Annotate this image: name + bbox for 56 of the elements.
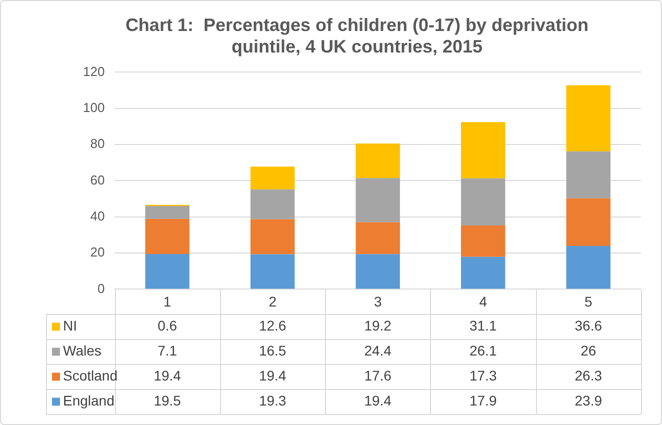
data-label: 19.2 <box>364 318 392 334</box>
y-tick-label: 100 <box>82 100 105 115</box>
bar <box>356 222 400 254</box>
data-label: 36.6 <box>574 318 602 334</box>
data-label: 17.6 <box>364 368 392 384</box>
x-tick-label: 5 <box>584 293 592 310</box>
data-label: 19.4 <box>258 368 286 384</box>
bar <box>566 198 610 246</box>
data-label: 31.1 <box>469 318 497 334</box>
bar <box>461 122 506 178</box>
y-tick-label: 120 <box>82 64 105 79</box>
bar <box>356 254 400 289</box>
x-tick-label: 3 <box>374 293 382 310</box>
bar <box>145 218 190 254</box>
bar <box>461 178 506 226</box>
data-label: 16.5 <box>258 342 286 359</box>
data-label: 19.4 <box>364 392 392 409</box>
legend-label: NI <box>63 318 77 334</box>
bar <box>250 189 295 220</box>
x-tick-label: 2 <box>268 293 277 310</box>
data-label: 19.5 <box>154 392 182 409</box>
data-label: 17.3 <box>469 368 497 384</box>
legend-label: England <box>63 392 114 409</box>
bar <box>145 254 190 289</box>
x-tick-label: 4 <box>479 293 488 310</box>
data-label: 12.6 <box>258 318 286 334</box>
y-tick-label: 80 <box>90 136 105 152</box>
data-label: 19.3 <box>258 392 286 409</box>
y-tick-label: 60 <box>90 172 105 188</box>
bar <box>145 206 190 219</box>
data-label: 19.4 <box>154 368 182 384</box>
bar <box>461 226 506 257</box>
data-label: 17.9 <box>469 392 497 409</box>
bar <box>250 166 295 190</box>
chart-title: Chart 1: Percentages of children (0-17) by deprivation quintile, 4 UK countries, 2015 <box>125 14 589 56</box>
data-label: 0.6 <box>158 318 178 334</box>
x-tick-label: 1 <box>163 293 172 310</box>
bar <box>250 219 295 254</box>
data-label: 26.3 <box>574 368 602 384</box>
data-label: 26.1 <box>469 342 497 359</box>
bar <box>566 85 610 152</box>
bar <box>356 143 400 178</box>
data-label: 7.1 <box>158 342 178 359</box>
bar <box>356 178 400 222</box>
data-label: 24.4 <box>364 342 392 359</box>
y-tick-label: 20 <box>90 244 105 260</box>
legend-label: Scotland <box>63 368 118 384</box>
data-label: 26 <box>580 342 596 359</box>
legend-label: Wales <box>63 342 102 359</box>
bar <box>250 254 295 289</box>
y-tick-label: 40 <box>90 208 105 224</box>
bar <box>461 256 506 289</box>
y-tick-label: 0 <box>97 280 105 296</box>
bar <box>566 246 610 289</box>
data-label: 23.9 <box>574 392 602 409</box>
bar <box>566 151 610 198</box>
